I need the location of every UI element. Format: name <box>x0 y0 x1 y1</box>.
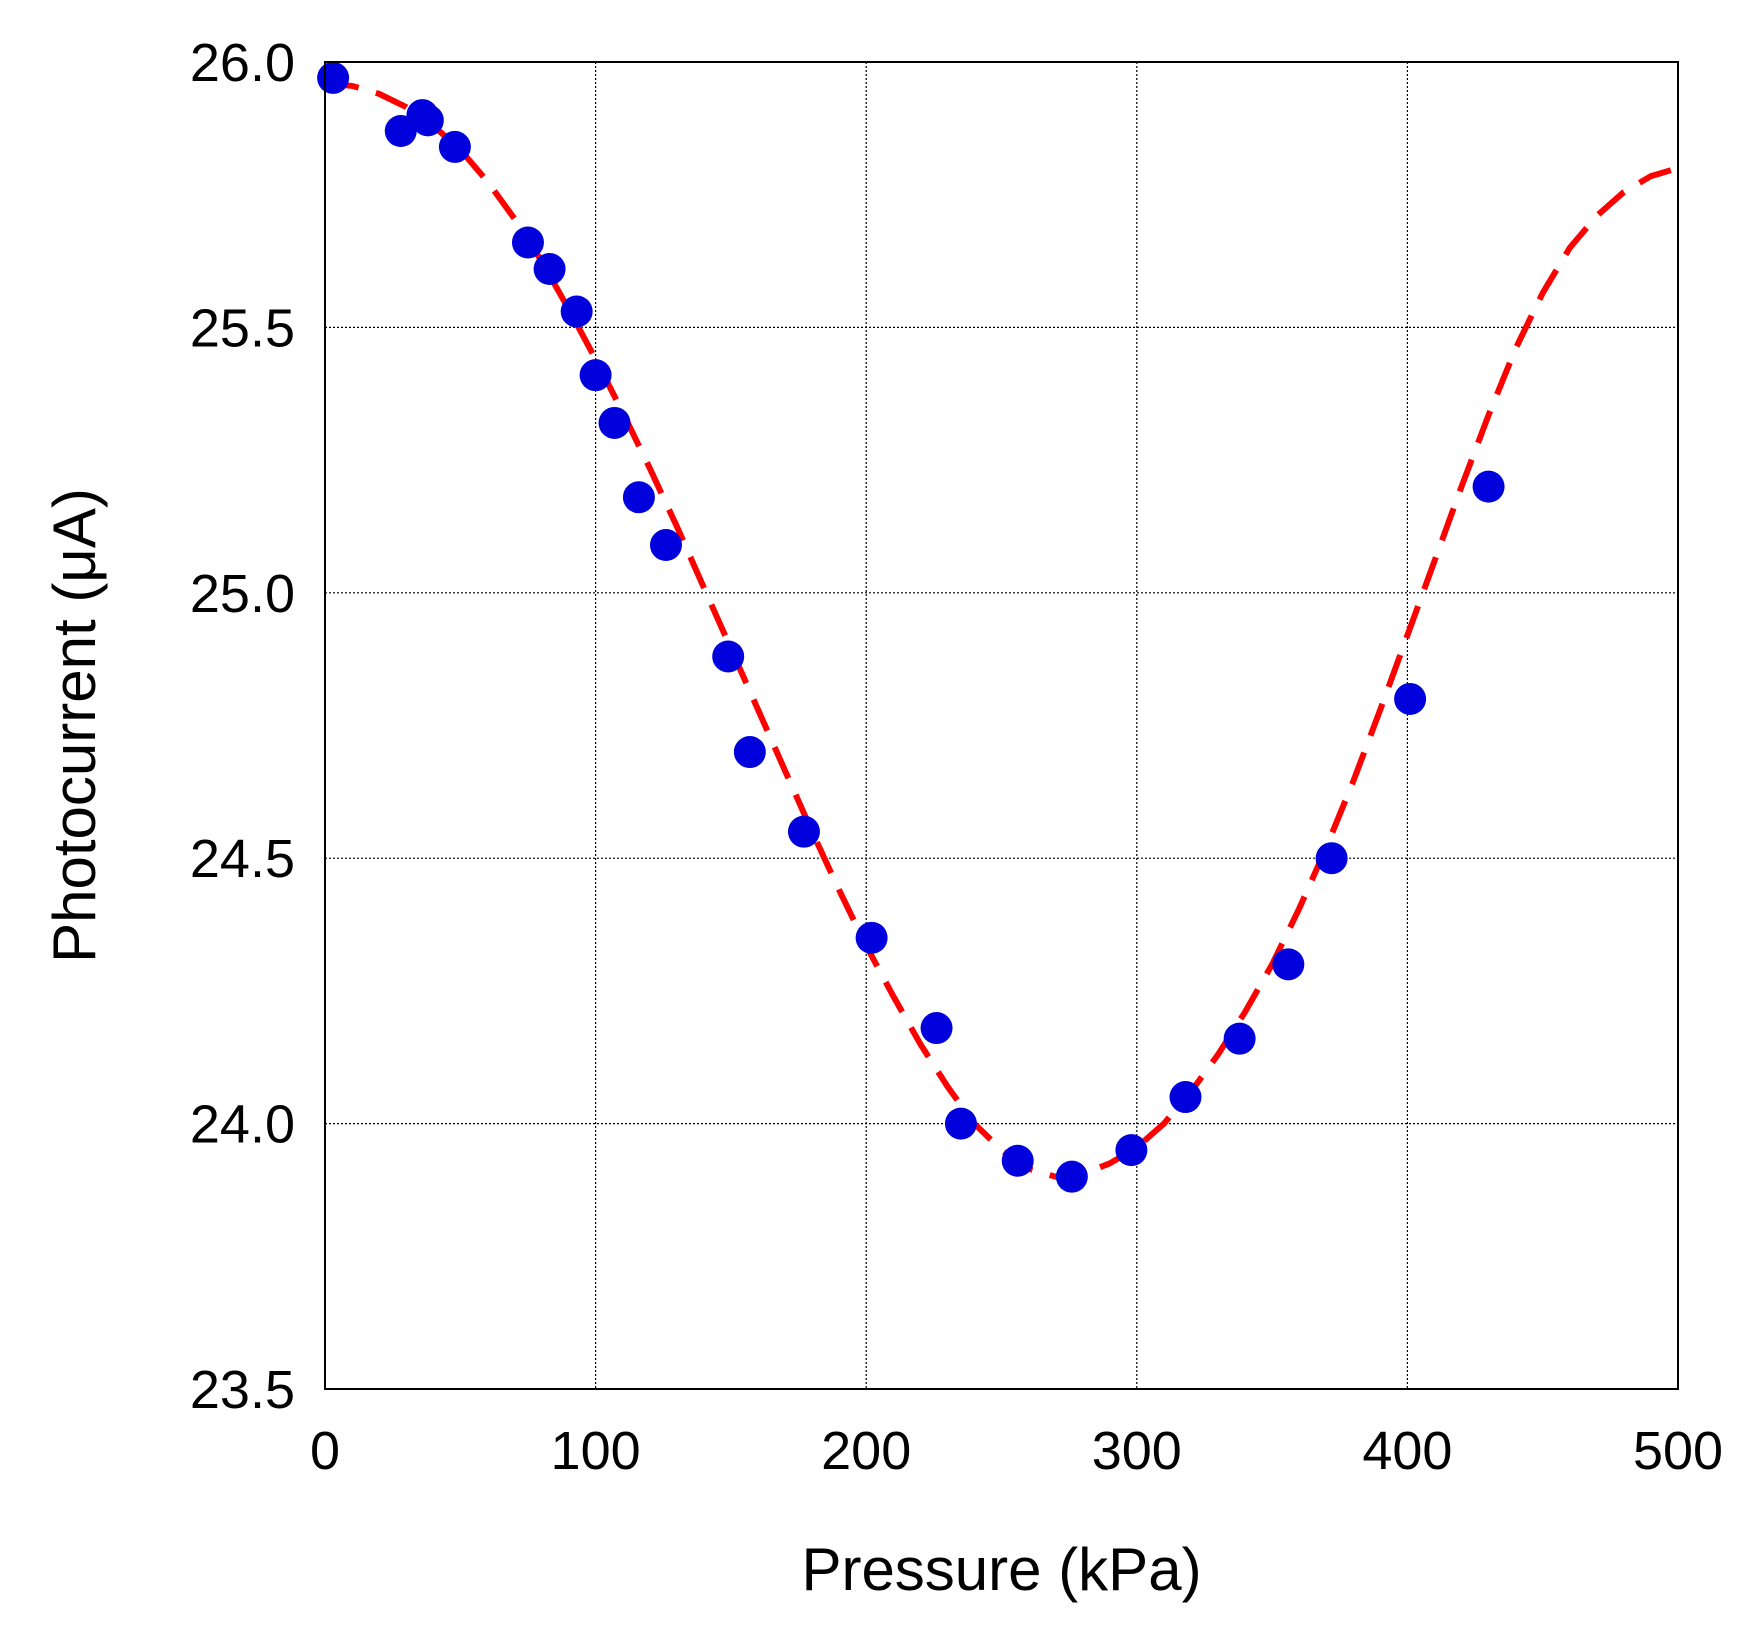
data-point-25 <box>1394 682 1427 715</box>
data-point-19 <box>1055 1160 1088 1193</box>
fit-curve-layer <box>324 80 1679 1180</box>
data-point-4 <box>438 130 471 163</box>
y-tick-label-2: 24.5 <box>190 829 295 889</box>
fit-curve-line-0 <box>324 80 1679 1180</box>
data-point-11 <box>649 529 682 562</box>
data-point-9 <box>598 406 631 439</box>
y-tick-label-3: 25.0 <box>190 564 295 624</box>
data-point-3 <box>411 104 444 137</box>
grid <box>325 62 1678 1389</box>
x-tick-label-1: 100 <box>551 1421 641 1481</box>
y-axis-title: Photocurrent (μA) <box>41 488 108 963</box>
y-tick-label-5: 26.0 <box>190 33 295 93</box>
data-point-24 <box>1315 842 1348 875</box>
data-point-20 <box>1115 1134 1148 1167</box>
data-point-0 <box>317 61 350 94</box>
data-point-16 <box>920 1012 953 1045</box>
x-tick-label-0: 0 <box>310 1421 340 1481</box>
data-point-14 <box>787 815 820 848</box>
x-tick-label-3: 300 <box>1092 1421 1182 1481</box>
data-point-17 <box>944 1107 977 1140</box>
y-tick-label-1: 24.0 <box>190 1095 295 1155</box>
data-point-12 <box>712 640 745 673</box>
plot-frame <box>324 61 1679 1390</box>
tick-labels: 0 100 200 300 400 500 23.5 24.0 24.5 25.0 25.5 26.0 <box>190 33 1723 1481</box>
data-point-5 <box>511 226 544 259</box>
data-point-6 <box>533 253 566 286</box>
data-point-26 <box>1472 470 1505 503</box>
data-point-21 <box>1169 1081 1202 1114</box>
x-tick-label-2: 200 <box>821 1421 911 1481</box>
y-tick-label-4: 25.5 <box>190 298 295 358</box>
data-point-23 <box>1272 948 1305 981</box>
data-point-7 <box>560 295 593 328</box>
scatter-points-layer <box>317 61 1505 1193</box>
data-point-10 <box>622 481 655 514</box>
data-point-15 <box>855 921 888 954</box>
data-point-22 <box>1223 1022 1256 1055</box>
y-tick-label-0: 23.5 <box>190 1360 295 1420</box>
x-axis-title: Pressure (kPa) <box>801 1536 1201 1603</box>
data-point-13 <box>733 736 766 769</box>
x-tick-label-4: 400 <box>1362 1421 1452 1481</box>
x-tick-label-5: 500 <box>1633 1421 1723 1481</box>
data-point-18 <box>1001 1144 1034 1177</box>
data-point-8 <box>579 359 612 392</box>
